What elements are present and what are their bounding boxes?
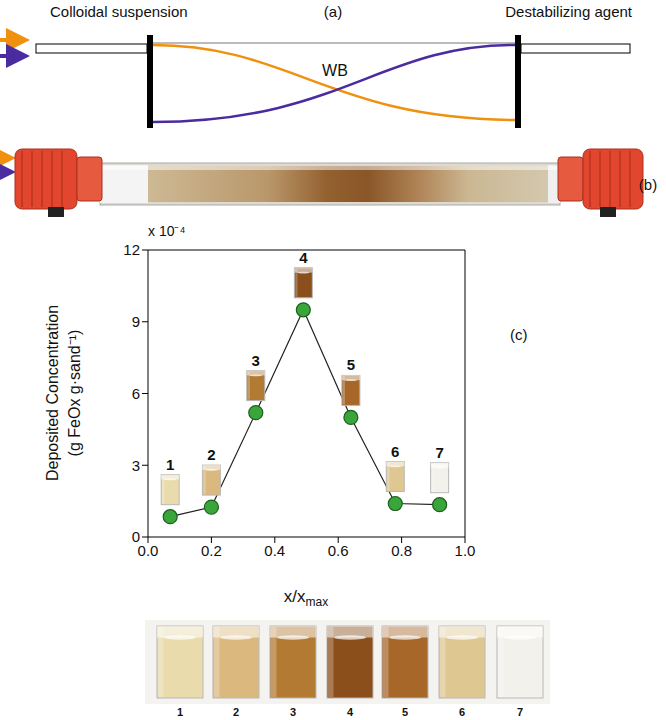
svg-text:x/xmax: x/xmax	[284, 587, 328, 609]
svg-text:1.0: 1.0	[455, 542, 476, 559]
svg-text:(b): (b)	[639, 176, 657, 193]
svg-text:1: 1	[166, 456, 174, 473]
svg-text:5: 5	[402, 706, 408, 718]
svg-text:12: 12	[123, 241, 140, 258]
svg-text:Deposited Concentration: Deposited Concentration	[44, 305, 61, 481]
svg-text:Colloidal suspension: Colloidal suspension	[50, 3, 188, 20]
svg-text:6: 6	[132, 385, 140, 402]
svg-text:9: 9	[132, 313, 140, 330]
svg-text:4: 4	[299, 249, 308, 266]
svg-text:6: 6	[459, 706, 465, 718]
svg-text:3: 3	[290, 706, 296, 718]
svg-text:0: 0	[132, 528, 140, 545]
svg-text:WB: WB	[322, 62, 348, 79]
svg-text:6: 6	[391, 443, 399, 460]
svg-text:x 10⁻⁴: x 10⁻⁴	[148, 223, 185, 239]
svg-text:(a): (a)	[324, 3, 342, 20]
svg-text:0.2: 0.2	[201, 542, 222, 559]
svg-text:(c): (c)	[510, 326, 528, 343]
svg-text:0.4: 0.4	[264, 542, 285, 559]
svg-text:0.6: 0.6	[328, 542, 349, 559]
svg-text:Destabilizing agent: Destabilizing agent	[505, 3, 633, 20]
svg-text:2: 2	[233, 706, 239, 718]
svg-text:7: 7	[435, 444, 443, 461]
svg-text:2: 2	[207, 446, 215, 463]
svg-text:7: 7	[517, 706, 523, 718]
svg-text:1: 1	[177, 706, 183, 718]
svg-text:0.0: 0.0	[138, 542, 159, 559]
svg-text:4: 4	[347, 706, 354, 718]
svg-text:3: 3	[252, 352, 260, 369]
svg-text:3: 3	[132, 457, 140, 474]
svg-text:0.8: 0.8	[391, 542, 412, 559]
svg-text:5: 5	[347, 356, 355, 373]
svg-text:(g FeOx g·sand⁻¹): (g FeOx g·sand⁻¹)	[66, 330, 83, 457]
